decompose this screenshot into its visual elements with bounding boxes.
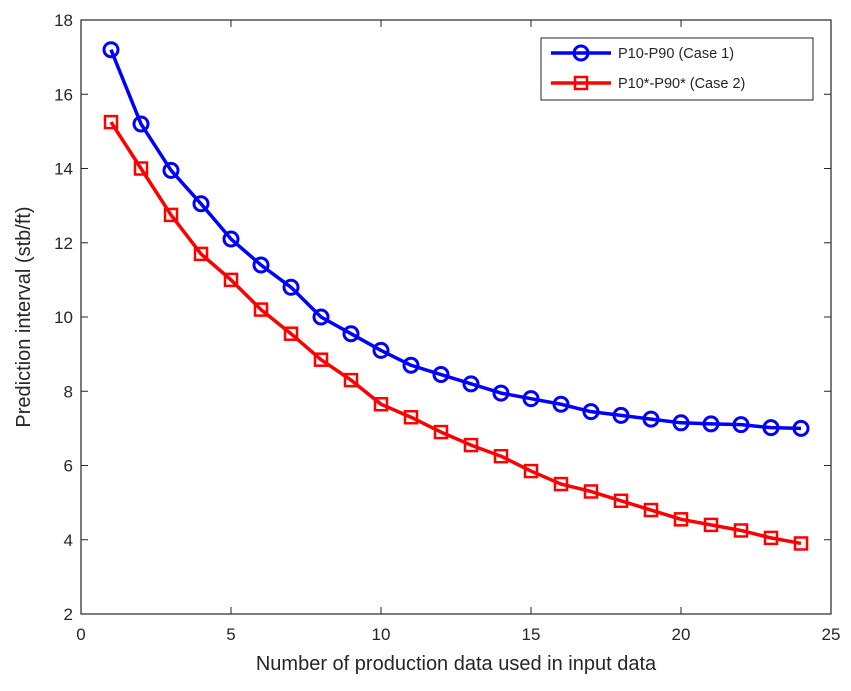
data-point-square [133, 161, 149, 176]
data-point-square [433, 424, 449, 440]
y-tick-label: 4 [64, 531, 73, 550]
data-point-circle [102, 41, 120, 59]
y-tick-label: 14 [54, 160, 73, 179]
x-tick-label: 25 [822, 625, 841, 644]
data-point-circle [522, 390, 540, 408]
x-tick-label: 0 [76, 625, 85, 644]
data-point-square [313, 352, 329, 367]
data-point-circle [612, 406, 630, 424]
data-point-square [223, 272, 239, 288]
y-tick-label: 12 [54, 234, 73, 253]
data-point-square [613, 493, 629, 509]
data-point-circle [222, 230, 240, 248]
data-point-square [493, 448, 509, 464]
legend-marker-case-1 [572, 44, 590, 62]
data-point-square [163, 207, 179, 223]
data-point-circle [552, 395, 570, 413]
legend-marker-case-2 [573, 75, 589, 91]
data-point-square [523, 463, 539, 479]
data-point-square [583, 484, 599, 499]
data-point-circle [282, 278, 300, 296]
data-point-circle [702, 415, 720, 433]
series-layer [102, 41, 810, 551]
data-point-circle [762, 419, 780, 437]
data-point-square [733, 523, 749, 538]
data-point-square [643, 502, 659, 518]
y-tick-label: 2 [64, 605, 73, 624]
data-point-square [283, 326, 299, 341]
y-tick-label: 16 [54, 85, 73, 104]
data-point-square [373, 396, 389, 412]
data-point-circle [372, 341, 390, 359]
legend: P10-P90 (Case 1) P10*-P90* (Case 2) [540, 37, 814, 101]
data-point-square [403, 409, 419, 425]
data-point-circle [792, 419, 810, 437]
x-tick-label: 15 [522, 625, 541, 644]
data-point-circle [732, 416, 750, 434]
tick-layer: 0 5 10 15 20 25 2 4 6 8 10 12 14 16 18 [54, 11, 840, 644]
data-point-circle [312, 308, 330, 326]
y-tick-label: 18 [54, 11, 73, 30]
data-point-square [793, 536, 809, 551]
data-point-square [193, 246, 209, 262]
data-point-circle [462, 375, 480, 393]
legend-label-case-2: P10*-P90* (Case 2) [618, 76, 745, 92]
data-point-square [103, 114, 119, 130]
x-tick-label: 20 [672, 625, 691, 644]
data-point-circle [642, 410, 660, 428]
legend-label-case-1: P10-P90 (Case 1) [618, 46, 734, 62]
y-tick-label: 10 [54, 308, 73, 327]
series-1 [102, 41, 810, 437]
data-point-circle [162, 161, 180, 179]
data-point-circle [342, 325, 360, 343]
data-point-circle [402, 356, 420, 374]
plot-area [81, 20, 831, 614]
data-point-circle [252, 256, 270, 274]
x-tick-label: 5 [226, 625, 235, 644]
data-point-square [703, 517, 719, 533]
data-point-circle [432, 366, 450, 384]
data-point-square [343, 372, 359, 388]
y-tick-label: 8 [64, 382, 73, 401]
x-axis-label: Number of production data used in input … [256, 653, 657, 675]
data-point-circle [132, 115, 150, 133]
data-point-square [553, 476, 569, 492]
data-point-square [463, 437, 479, 453]
data-point-circle [192, 195, 210, 213]
y-axis-label: Prediction interval (stb/ft) [13, 206, 35, 427]
data-point-circle [492, 384, 510, 402]
series-2 [103, 114, 809, 551]
data-point-square [253, 302, 269, 317]
data-point-square [763, 530, 779, 546]
data-point-square [673, 512, 689, 527]
data-point-circle [582, 403, 600, 421]
y-tick-label: 6 [64, 457, 73, 476]
x-tick-label: 10 [372, 625, 391, 644]
data-point-circle [672, 414, 690, 432]
